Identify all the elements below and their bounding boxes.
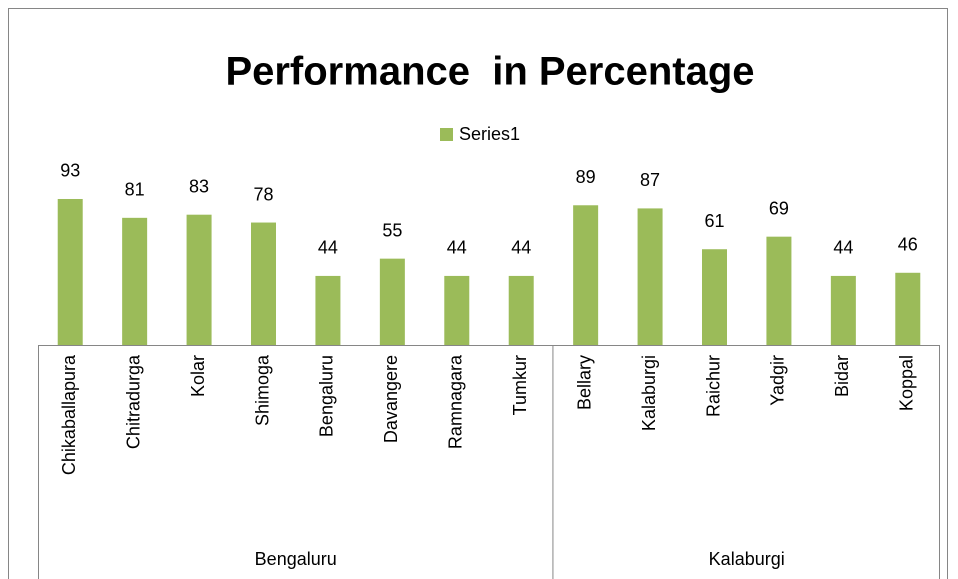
legend-swatch [440, 128, 453, 141]
bar [122, 217, 148, 345]
data-label: 46 [898, 235, 918, 255]
bar [315, 275, 341, 345]
data-label: 44 [833, 238, 853, 258]
bar [766, 236, 792, 345]
data-label: 89 [576, 167, 596, 187]
data-label: 44 [447, 238, 467, 258]
group-label: Kalaburgi [709, 549, 785, 569]
bar [251, 222, 276, 345]
x-tick-label: Chikaballapura [59, 354, 79, 475]
x-tick-label: Kolar [188, 355, 208, 397]
chart-title: Performance in Percentage [225, 50, 754, 94]
bar [637, 208, 663, 345]
data-label: 61 [704, 211, 724, 231]
data-label: 83 [189, 176, 209, 196]
x-tick-label: Raichur [703, 355, 723, 417]
bar [830, 275, 856, 345]
x-tick-label: Bengaluru [317, 355, 337, 437]
bar [186, 214, 212, 345]
x-tick-label: Shimoga [252, 354, 272, 426]
x-tick-label: Koppal [897, 355, 917, 411]
chart-border [8, 8, 948, 579]
data-label: 78 [253, 184, 273, 204]
x-tick-label: Yadgir [768, 355, 788, 406]
x-tick-label: Tumkur [510, 355, 530, 415]
data-label: 87 [640, 170, 660, 190]
bar [702, 249, 727, 345]
data-label: 55 [382, 220, 402, 240]
bar [444, 275, 470, 345]
data-label: 44 [511, 238, 531, 258]
bar [573, 205, 599, 345]
data-label: 44 [318, 238, 338, 258]
legend-label: Series1 [459, 124, 520, 144]
data-label: 93 [60, 161, 80, 181]
data-label: 81 [125, 180, 145, 200]
data-label: 69 [769, 198, 789, 218]
bar [508, 275, 534, 345]
bar [57, 198, 83, 345]
group-label: Bengaluru [255, 549, 337, 569]
x-tick-label: Bellary [574, 355, 594, 410]
x-tick-label: Chitradurga [123, 354, 143, 449]
bar [379, 258, 405, 345]
x-tick-label: Kalaburgi [639, 355, 659, 431]
bar [895, 272, 921, 345]
x-tick-label: Davangere [381, 355, 401, 443]
x-tick-label: Bidar [832, 355, 852, 397]
x-tick-label: Ramnagara [446, 354, 466, 449]
